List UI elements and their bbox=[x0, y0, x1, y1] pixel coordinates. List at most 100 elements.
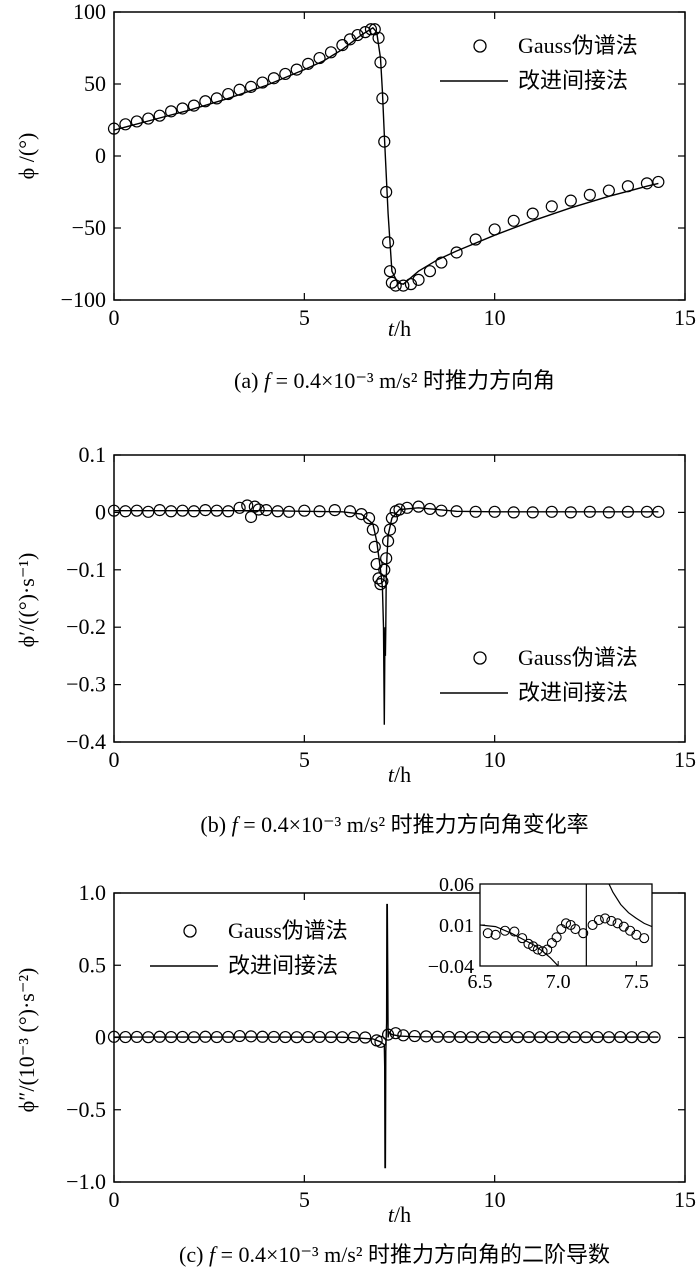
series-point-gauss bbox=[621, 505, 635, 518]
y-tick-label: 0.1 bbox=[79, 442, 107, 467]
y-tick-label: 0 bbox=[95, 1025, 106, 1050]
series-point-gauss bbox=[244, 510, 258, 524]
series-line-improved-indirect bbox=[114, 26, 659, 285]
y-tick-label: 100 bbox=[73, 0, 106, 24]
series-point-gauss bbox=[233, 1029, 246, 1043]
series-point-gauss bbox=[199, 95, 212, 108]
chart-panel-0: 0 5 10 15 −100 −50 0 50 100 t/h ϕ /(°) (a) f = 0.4×… bbox=[14, 0, 696, 393]
series-point-gauss bbox=[336, 39, 349, 52]
series-point-gauss bbox=[374, 56, 387, 69]
series-point-gauss bbox=[397, 1029, 410, 1042]
series-point-gauss bbox=[343, 33, 357, 46]
series-point-gauss bbox=[423, 265, 437, 278]
series-point-gauss bbox=[545, 505, 558, 518]
series-point-gauss bbox=[385, 512, 398, 525]
x-axis-label-var: t bbox=[388, 1202, 395, 1227]
series-point-gauss bbox=[488, 505, 501, 518]
y-tick-label: 50 bbox=[84, 71, 106, 96]
inset-y-tick-label: 0.06 bbox=[439, 874, 474, 896]
series-point-gauss bbox=[423, 502, 437, 516]
inset-x-tick-label: 6.5 bbox=[468, 971, 493, 993]
x-tick-label: 5 bbox=[299, 1187, 310, 1212]
series-point-gauss bbox=[324, 46, 338, 59]
caption-prefix: (b) bbox=[200, 812, 231, 837]
inset-point-gauss bbox=[523, 938, 534, 949]
series-point-gauss bbox=[233, 501, 246, 514]
x-axis-label: t/h bbox=[388, 1202, 411, 1227]
series-point-gauss bbox=[359, 1031, 372, 1044]
series-point-gauss bbox=[119, 118, 132, 131]
series-point-gauss bbox=[241, 499, 254, 512]
inset-point-gauss bbox=[490, 929, 501, 940]
figure-caption: (a) f = 0.4×10⁻³ m/s² 时推力方向角 bbox=[234, 368, 555, 393]
series-point-gauss bbox=[244, 1030, 258, 1043]
y-tick-label: 0 bbox=[95, 143, 106, 168]
x-axis-label-unit: /h bbox=[394, 316, 411, 341]
series-point-gauss bbox=[380, 185, 393, 199]
caption-variable: f bbox=[232, 812, 241, 837]
series-point-gauss bbox=[378, 563, 391, 576]
inset-x-tick-label: 7.0 bbox=[546, 971, 571, 993]
series-point-gauss bbox=[355, 508, 368, 521]
inset-point-gauss bbox=[537, 946, 548, 957]
series-point-gauss bbox=[602, 184, 615, 197]
y-tick-label: −1.0 bbox=[66, 1169, 106, 1194]
y-tick-label: −0.4 bbox=[66, 729, 106, 754]
series-point-gauss bbox=[381, 236, 395, 249]
series-point-gauss bbox=[564, 506, 577, 519]
series-point-gauss bbox=[252, 503, 265, 516]
chart-panel-1: 0 5 10 15 −0.4 −0.3 −0.2 −0.1 0 0.1 t/h ϕ′/((°)·s⁻¹… bbox=[14, 442, 696, 837]
legend-marker-gauss bbox=[183, 924, 197, 938]
inset-point-gauss bbox=[593, 915, 604, 926]
series-point-gauss bbox=[376, 92, 389, 105]
series-point-gauss bbox=[507, 214, 520, 227]
y-tick-label: 1.0 bbox=[79, 880, 107, 905]
series-point-gauss bbox=[343, 505, 357, 518]
series-point-gauss bbox=[435, 256, 448, 269]
series-point-gauss bbox=[328, 504, 341, 517]
series-point-gauss bbox=[298, 504, 311, 517]
x-axis-label-var: t bbox=[388, 316, 395, 341]
legend-label-improved: 改进间接法 bbox=[228, 953, 338, 978]
chart-panel-2: 0 5 10 15 −1.0 −0.5 0 0.5 1.0 t/h ϕ″/(10⁻³ (°)·s⁻²… bbox=[14, 874, 696, 1267]
caption-rest: = 0.4×10⁻³ m/s² 时推力方向角的二阶导数 bbox=[215, 1242, 610, 1267]
series-point-gauss bbox=[385, 276, 398, 289]
series-point-gauss bbox=[376, 575, 389, 588]
series-point-gauss bbox=[397, 279, 410, 292]
inset-point-gauss bbox=[542, 944, 553, 955]
y-tick-label: −0.3 bbox=[66, 672, 106, 697]
series-point-gauss bbox=[621, 180, 635, 193]
legend-label-improved: 改进间接法 bbox=[518, 68, 628, 93]
legend-label-gauss: Gauss伪谱法 bbox=[228, 918, 348, 943]
series-point-gauss bbox=[652, 175, 665, 189]
series-line-improved-indirect bbox=[114, 903, 659, 1169]
series-point-gauss bbox=[374, 1035, 387, 1048]
series-point-gauss bbox=[283, 505, 296, 518]
series-point-gauss bbox=[378, 135, 391, 148]
x-tick-label: 15 bbox=[674, 305, 696, 330]
x-tick-label: 0 bbox=[109, 305, 120, 330]
x-tick-label: 10 bbox=[484, 305, 506, 330]
y-axis-label: ϕ′/((°)·s⁻¹) bbox=[14, 553, 39, 648]
caption-rest: = 0.4×10⁻³ m/s² 时推力方向角变化率 bbox=[238, 812, 589, 837]
inset-point-gauss bbox=[570, 924, 581, 935]
series-point-gauss bbox=[564, 194, 577, 207]
series-point-gauss bbox=[380, 552, 393, 565]
series-point-gauss bbox=[248, 500, 261, 513]
series-point-gauss bbox=[222, 87, 235, 101]
x-tick-label: 15 bbox=[674, 747, 696, 772]
legend-marker-gauss bbox=[473, 39, 487, 53]
series-point-gauss bbox=[602, 506, 615, 519]
series-point-gauss bbox=[313, 505, 326, 518]
caption-rest: = 0.4×10⁻³ m/s² 时推力方向角 bbox=[270, 368, 555, 393]
series-point-gauss bbox=[652, 505, 665, 518]
series-point-gauss bbox=[176, 102, 189, 115]
inset-point-gauss bbox=[551, 932, 562, 943]
y-tick-label: −0.1 bbox=[66, 557, 106, 582]
inset-line-right bbox=[608, 884, 652, 928]
x-tick-label: 15 bbox=[674, 1187, 696, 1212]
series-point-gauss bbox=[362, 512, 376, 525]
inset-point-gauss bbox=[509, 926, 520, 937]
x-axis-label-unit: /h bbox=[394, 762, 411, 787]
x-axis-label: t/h bbox=[388, 762, 411, 787]
